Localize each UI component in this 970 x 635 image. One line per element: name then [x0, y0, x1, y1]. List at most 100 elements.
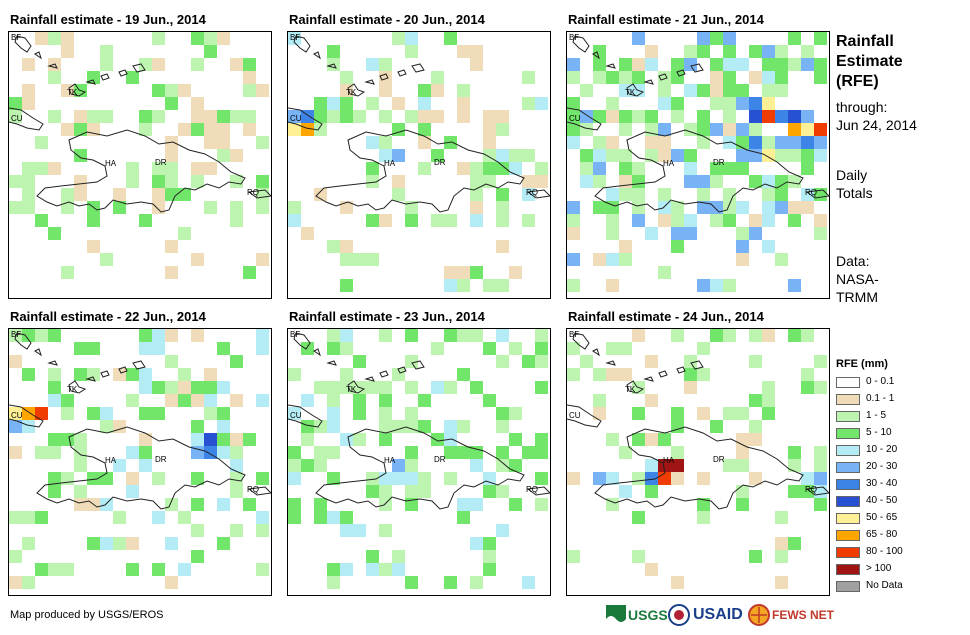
rain-cell: [801, 329, 814, 342]
panel-title-20jun: Rainfall estimate - 20 Jun., 2014: [289, 12, 485, 27]
rain-cell: [340, 110, 353, 123]
rain-cell: [48, 446, 61, 459]
rain-cell: [671, 201, 684, 214]
rain-cell: [606, 253, 619, 266]
rain-cell: [496, 279, 509, 292]
rain-cell: [139, 381, 152, 394]
rain-cell: [353, 110, 366, 123]
rain-cell: [749, 71, 762, 84]
rain-cell: [204, 162, 217, 175]
rain-cell: [606, 279, 619, 292]
rain-cell: [697, 45, 710, 58]
rain-cell: [288, 472, 301, 485]
rain-cell: [340, 368, 353, 381]
rain-cell: [723, 329, 736, 342]
rain-cell: [379, 58, 392, 71]
rain-cell-intense: [749, 110, 762, 123]
rain-cell-intense: [379, 149, 392, 162]
rain-cell: [418, 394, 431, 407]
rain-cell: [762, 394, 775, 407]
rain-cell-intense: [749, 149, 762, 162]
rain-cell: [126, 368, 139, 381]
rain-cell: [697, 472, 710, 485]
rain-cell: [470, 459, 483, 472]
rain-cell: [191, 253, 204, 266]
rain-cell: [788, 175, 801, 188]
rain-cell: [697, 201, 710, 214]
rain-cell-intense: [606, 472, 619, 485]
map-label-tk: TK: [346, 88, 357, 97]
rain-cell: [405, 329, 418, 342]
rain-cell-intense: [288, 110, 301, 123]
rain-cell: [723, 279, 736, 292]
rain-cell: [671, 446, 684, 459]
rain-cell: [22, 537, 35, 550]
rain-cell: [366, 472, 379, 485]
rain-cell: [418, 97, 431, 110]
rain-cell: [580, 84, 593, 97]
legend-swatch: [836, 479, 860, 490]
rain-cell: [314, 420, 327, 433]
rain-cell: [697, 498, 710, 511]
rain-cell: [379, 563, 392, 576]
rain-cell: [749, 123, 762, 136]
rain-cell: [684, 368, 697, 381]
legend-swatch: [836, 496, 860, 507]
rain-cell: [567, 201, 580, 214]
rain-cell: [366, 175, 379, 188]
rain-cell: [749, 329, 762, 342]
map-label-rq: RQ: [526, 188, 538, 197]
rain-cell: [165, 84, 178, 97]
rain-cell: [736, 136, 749, 149]
rain-cell: [256, 472, 269, 485]
rain-cell: [191, 381, 204, 394]
rain-cell: [35, 214, 48, 227]
rain-cell: [35, 136, 48, 149]
rain-cell: [61, 407, 74, 420]
rain-cell: [139, 368, 152, 381]
rain-cell-intense: [814, 123, 827, 136]
map-label-rq: RQ: [805, 485, 817, 494]
map-label-tk: TK: [346, 385, 357, 394]
rain-cell: [61, 201, 74, 214]
rain-cell: [230, 446, 243, 459]
rain-cell: [580, 162, 593, 175]
rain-cell: [230, 201, 243, 214]
rain-cell: [191, 472, 204, 485]
rain-cell: [710, 71, 723, 84]
rain-cell-intense: [35, 407, 48, 420]
rain-cell: [366, 253, 379, 266]
rain-cell: [645, 45, 658, 58]
rain-cell: [567, 58, 580, 71]
rain-cell: [723, 71, 736, 84]
rain-cell-intense: [801, 110, 814, 123]
map-panel-21jun: BF TK CU HA DR RQ: [566, 31, 830, 299]
rain-cell: [522, 446, 535, 459]
rain-cell: [671, 214, 684, 227]
rain-cell: [619, 342, 632, 355]
rain-cell: [314, 511, 327, 524]
rain-cell: [697, 407, 710, 420]
rain-cell: [736, 433, 749, 446]
footer-credit: Map produced by USGS/EROS: [10, 609, 164, 621]
map-label-dr: DR: [155, 455, 167, 464]
rain-cell: [405, 407, 418, 420]
island-outline: [676, 366, 686, 374]
rain-cell: [35, 446, 48, 459]
rain-cell: [100, 537, 113, 550]
island-outline: [47, 63, 58, 69]
rain-cell: [204, 394, 217, 407]
rain-cell: [509, 342, 522, 355]
rain-cell: [217, 342, 230, 355]
rain-cell: [710, 58, 723, 71]
rain-cell: [567, 368, 580, 381]
rain-cell: [567, 227, 580, 240]
rain-cell: [775, 175, 788, 188]
rain-cell: [74, 485, 87, 498]
rain-cell: [457, 498, 470, 511]
rain-cell: [658, 266, 671, 279]
rain-cell: [217, 537, 230, 550]
rain-cell: [483, 563, 496, 576]
island-outline: [100, 370, 110, 378]
rain-cell: [9, 511, 22, 524]
